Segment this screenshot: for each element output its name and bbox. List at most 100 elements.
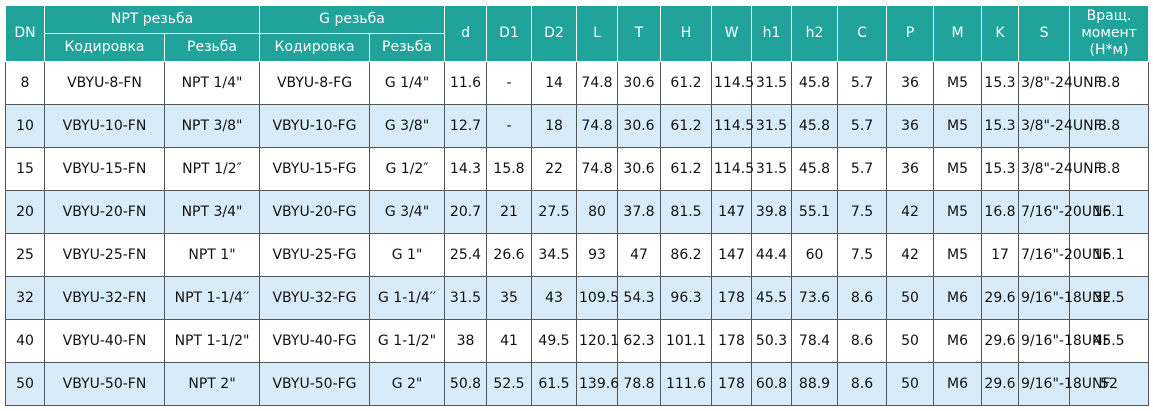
table-cell: 26.6 [486, 233, 533, 277]
table-row: 32 VBYU-32-FN NPT 1-1/4′′ VBYU-32-FG G 1-1/4… [5, 276, 1150, 320]
table-cell: VBYU-32-FG [259, 276, 371, 320]
table-cell: 43 [531, 276, 578, 320]
table-cell: 45.5 [1069, 319, 1150, 363]
table-cell: 50.3 [751, 319, 793, 363]
table-cell: 178 [711, 362, 753, 406]
header-line: момент [1081, 25, 1137, 41]
table-cell: NPT 1/4" [163, 61, 261, 105]
table-row: 25 VBYU-25-FN NPT 1" VBYU-25-FG G 1" 25.4 26.6… [5, 233, 1150, 277]
table-cell: M6 [933, 319, 983, 363]
table-cell: 81.5 [660, 190, 713, 234]
table-cell: VBYU-15-FN [44, 147, 165, 191]
table-cell: 50 [5, 362, 45, 406]
table-cell: VBYU-50-FN [44, 362, 165, 406]
header-cell: H [660, 5, 713, 62]
table-cell: 8.8 [1069, 147, 1150, 191]
table-cell: 7.5 [837, 190, 888, 234]
table-cell: 54.3 [617, 276, 662, 320]
table-cell: 30.6 [617, 104, 662, 148]
table-cell: - [486, 104, 533, 148]
table-cell: M5 [933, 61, 983, 105]
table-cell: 16.1 [1069, 233, 1150, 277]
table-cell: 15.3 [981, 61, 1020, 105]
table-cell: M6 [933, 362, 983, 406]
table-cell: 31.5 [444, 276, 488, 320]
table-cell: 50 [886, 362, 935, 406]
table-cell: 25.4 [444, 233, 488, 277]
table-cell: 34.5 [531, 233, 578, 277]
table-cell: G 1" [369, 233, 446, 277]
table-cell: NPT 1" [163, 233, 261, 277]
table-cell: 114.5 [711, 147, 754, 191]
table-row: 50 VBYU-50-FN NPT 2" VBYU-50-FG G 2" 50.8 52.5… [5, 362, 1150, 406]
table-cell: 14.3 [444, 147, 488, 191]
header-cell: P [886, 5, 935, 62]
table-cell: 36 [886, 147, 935, 191]
table-cell: 147 [711, 190, 753, 234]
table-cell: 61.2 [660, 61, 713, 105]
table-cell: NPT 1-1/4′′ [163, 276, 261, 320]
table-cell: 14 [531, 61, 578, 105]
table-cell: 42 [886, 190, 935, 234]
table-cell: 37.8 [617, 190, 662, 234]
table-cell: 52.5 [486, 362, 533, 406]
table-cell: 36 [886, 61, 935, 105]
table-cell: M5 [933, 233, 983, 277]
table-cell: 114.5 [711, 61, 754, 105]
table-cell: 3/8"-24UNF [1018, 147, 1102, 191]
table-cell: 74.8 [576, 61, 619, 105]
table-cell: 8.6 [837, 276, 888, 320]
table-cell: 32.5 [1069, 276, 1150, 320]
table-cell: G 1-1/4′′ [369, 276, 446, 320]
table-cell: NPT 1/2″ [163, 147, 261, 191]
table-cell: 80 [576, 190, 619, 234]
table-cell: 50 [886, 319, 935, 363]
table-cell: 8.8 [1069, 61, 1150, 105]
table-cell: 41 [486, 319, 533, 363]
header-cell: T [617, 5, 662, 62]
table-cell: VBYU-50-FG [259, 362, 371, 406]
table-cell: 40 [5, 319, 45, 363]
table-cell: VBYU-25-FN [44, 233, 165, 277]
table-cell: 74.8 [576, 104, 619, 148]
table-cell: 9/16"-18UNF [1018, 319, 1111, 363]
table-cell: M5 [933, 147, 983, 191]
table-cell: G 2" [369, 362, 446, 406]
table-cell: 11.6 [444, 61, 488, 105]
table-cell: 31.5 [751, 61, 793, 105]
table-cell: 27.5 [531, 190, 578, 234]
table-cell: VBYU-32-FN [44, 276, 165, 320]
table-cell: 61.5 [531, 362, 578, 406]
header-cell: h1 [751, 5, 793, 62]
header-row: Кодировка Резьба Кодировка Резьба [6, 33, 1149, 62]
header-cell: S [1018, 5, 1071, 62]
table-body: 8 VBYU-8-FN NPT 1/4" VBYU-8-FG G 1/4" 11.6-14… [5, 61, 1150, 406]
table-cell: 25 [5, 233, 45, 277]
table-cell: VBYU-40-FN [44, 319, 165, 363]
table-cell: 147 [711, 233, 753, 277]
header-cell: M [933, 5, 983, 62]
table-cell: 32 [5, 276, 45, 320]
table-cell: 29.6 [981, 276, 1020, 320]
sub-header: Кодировка [259, 33, 371, 62]
table-cell: 3/8"-24UNF [1018, 104, 1102, 148]
table-cell: 47 [617, 233, 662, 277]
table-cell: 139.6 [576, 362, 619, 406]
table-cell: 60 [791, 233, 839, 277]
table-cell: 7/16"-20UNF [1018, 190, 1111, 234]
table-cell: 178 [711, 276, 753, 320]
table-row: 15 VBYU-15-FN NPT 1/2″ VBYU-15-FG G 1/2″ 14.3… [5, 147, 1150, 191]
table-cell: 10 [5, 104, 45, 148]
table-cell: 61.2 [660, 147, 713, 191]
table-cell: 38 [444, 319, 488, 363]
table-cell: 8 [5, 61, 45, 105]
table-cell: 22 [531, 147, 578, 191]
header-cell: L [576, 5, 619, 62]
table-cell: 42 [886, 233, 935, 277]
table-cell: VBYU-20-FN [44, 190, 165, 234]
table-cell: 16.8 [981, 190, 1020, 234]
table-cell: 101.1 [660, 319, 713, 363]
group-header: G резьба [259, 5, 446, 34]
